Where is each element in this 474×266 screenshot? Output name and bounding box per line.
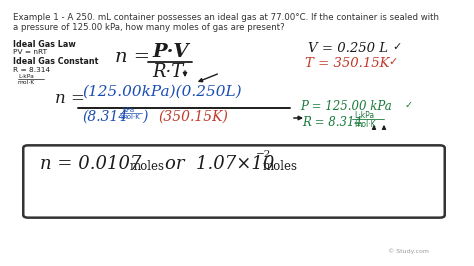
Text: Ideal Gas Constant: Ideal Gas Constant: [13, 57, 99, 66]
Text: P·V: P·V: [152, 43, 189, 61]
Text: (350.15K): (350.15K): [158, 110, 228, 124]
Text: ✓: ✓: [405, 100, 413, 110]
Text: or  1.07×10: or 1.07×10: [165, 155, 274, 173]
Text: R·T: R·T: [152, 63, 183, 81]
Text: n = 0.0107: n = 0.0107: [40, 155, 142, 173]
Text: −2: −2: [256, 150, 272, 159]
Text: mol·K: mol·K: [18, 80, 35, 85]
Text: ): ): [142, 110, 147, 124]
Text: PV = nRT: PV = nRT: [13, 49, 47, 55]
Text: V = 0.250 L: V = 0.250 L: [308, 42, 388, 55]
Text: (125.00kPa)(0.250L): (125.00kPa)(0.250L): [82, 85, 242, 99]
Text: mol·K: mol·K: [354, 120, 375, 129]
Text: T = 350.15K: T = 350.15K: [305, 57, 390, 70]
Text: Example 1 - A 250. mL container possesses an ideal gas at 77.00°C. If the contai: Example 1 - A 250. mL container possesse…: [13, 13, 439, 22]
Text: n =: n =: [115, 48, 150, 66]
Text: kPa: kPa: [122, 107, 134, 113]
Text: ✓: ✓: [392, 42, 401, 52]
Text: L·kPa: L·kPa: [354, 111, 374, 120]
Text: R = 8.314: R = 8.314: [13, 67, 50, 73]
Text: n =: n =: [55, 90, 85, 107]
Text: moles: moles: [263, 160, 298, 173]
Text: P = 125.00 kPa: P = 125.00 kPa: [300, 100, 392, 113]
Text: (8.314: (8.314: [82, 110, 127, 124]
Text: Ideal Gas Law: Ideal Gas Law: [13, 40, 76, 49]
Text: © Study.com: © Study.com: [388, 248, 429, 254]
Text: R = 8.314: R = 8.314: [302, 116, 362, 129]
Text: mol·K: mol·K: [120, 114, 140, 120]
Text: L·kPa: L·kPa: [18, 74, 34, 79]
Text: a pressure of 125.00 kPa, how many moles of gas are present?: a pressure of 125.00 kPa, how many moles…: [13, 23, 284, 32]
FancyBboxPatch shape: [23, 145, 445, 218]
Text: ✓: ✓: [388, 57, 397, 67]
Text: moles: moles: [130, 160, 165, 173]
